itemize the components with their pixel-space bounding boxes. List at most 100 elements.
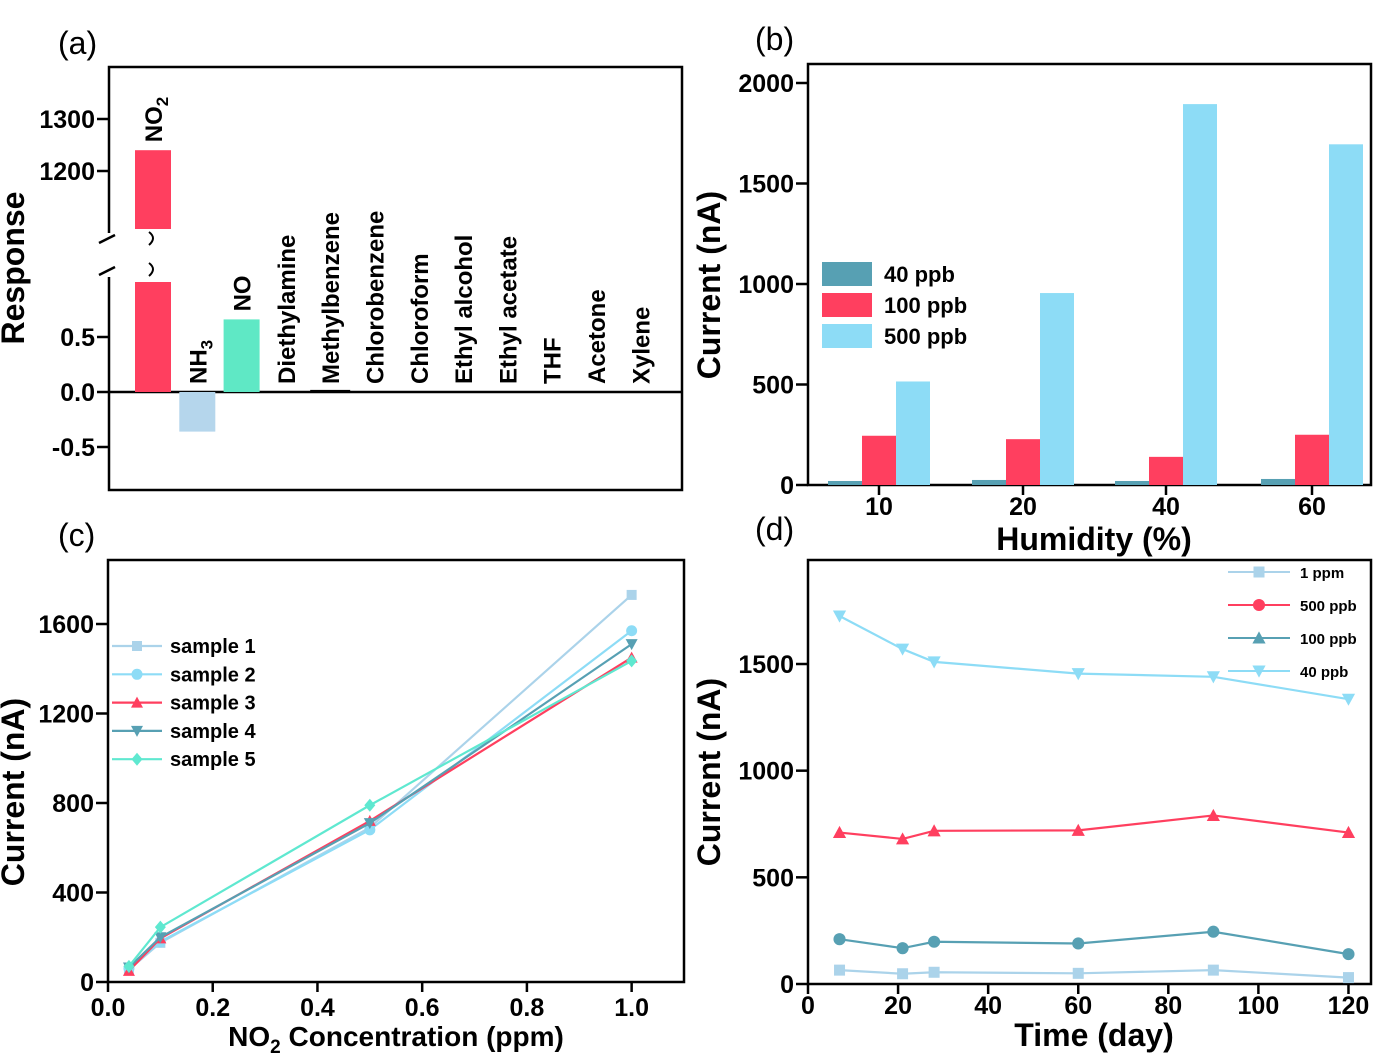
- legend-swatch: [822, 324, 872, 348]
- data-point: [364, 824, 376, 836]
- data-point: [927, 656, 941, 669]
- x-tick-label: 20: [1009, 493, 1037, 521]
- data-point: [896, 942, 909, 955]
- legend-label: 100 ppb: [1300, 631, 1357, 648]
- data-point: [928, 966, 940, 978]
- bar: [223, 319, 260, 392]
- bar: [1040, 293, 1074, 485]
- data-point: [833, 933, 846, 946]
- legend-label: 1 ppm: [1300, 565, 1344, 582]
- legend-marker: [131, 696, 143, 708]
- y-tick-label: 1300: [39, 106, 95, 134]
- data-point: [626, 589, 637, 600]
- bar: [1006, 439, 1040, 485]
- x-axis-label-rest: Concentration (ppm): [281, 1021, 564, 1052]
- axis-break-mark: [98, 265, 116, 277]
- axis-break-mark: [98, 233, 116, 245]
- bar-label: NH3: [185, 340, 216, 384]
- y-tick-label: 1200: [39, 158, 95, 186]
- legend-marker: [131, 725, 143, 737]
- panel-label: (d): [755, 511, 794, 547]
- bar-label: Ethyl alcohol: [451, 235, 478, 384]
- legend-label: sample 4: [170, 721, 256, 743]
- series-line: [839, 814, 1349, 841]
- data-point: [928, 935, 941, 948]
- legend-marker: [1252, 631, 1266, 644]
- data-point: [832, 610, 847, 623]
- data-point: [1341, 693, 1356, 706]
- data-point: [154, 932, 167, 944]
- y-tick-label: 500: [752, 864, 794, 892]
- bar-label: Diethylamine: [274, 235, 301, 384]
- y-tick-label: 0.5: [60, 324, 95, 352]
- data-point: [1206, 808, 1220, 821]
- x-tick-label: 80: [1154, 992, 1182, 1020]
- plot-frame: [106, 558, 686, 984]
- panel-c-concentration-chart: (c) 0.0 0.2 0.4 0.6 0.8 1.0 0 400 800 1200 1600 Curr…: [0, 517, 686, 1058]
- bar: [972, 479, 1006, 485]
- panel-a-response-chart: (a) -0.5 0.0 0.5 1200 1300 Response NO2 NH3 NO Die…: [0, 25, 684, 492]
- data-point: [626, 625, 638, 637]
- legend-label: 40 ppb: [884, 262, 955, 287]
- x-tick-label: 40: [1152, 493, 1180, 521]
- bar-break-mark: [148, 262, 154, 277]
- x-tick-label: 60: [1064, 992, 1092, 1020]
- legend-label: sample 1: [170, 636, 256, 658]
- y-tick-label: 500: [752, 372, 794, 400]
- bar: [1329, 144, 1363, 485]
- data-point: [625, 639, 638, 651]
- bar: [1183, 104, 1217, 485]
- data-point: [895, 643, 910, 656]
- y-axis-label: Current (nA): [0, 698, 31, 886]
- bar-label: THF: [540, 337, 567, 384]
- series-line: [839, 969, 1349, 979]
- panel-b-humidity-chart: (b) 0 500 1000 1500 2000 Current (nA) Humidity …: [691, 21, 1373, 557]
- bar-label: Acetone: [584, 289, 611, 384]
- plot-frame: [806, 62, 1373, 487]
- bar-label: Ethyl acetate: [495, 236, 522, 384]
- y-tick-label: 400: [52, 880, 94, 908]
- y-tick-label: 1200: [38, 701, 94, 729]
- legend-marker: [1253, 566, 1265, 578]
- legend-marker: [1252, 598, 1266, 612]
- legend-label: sample 5: [170, 749, 256, 771]
- y-tick-label: 1500: [738, 651, 794, 679]
- x-tick-label: 1.0: [614, 994, 649, 1022]
- data-point: [123, 959, 135, 973]
- x-tick-label: 120: [1328, 992, 1370, 1020]
- y-axis-label: Current (nA): [691, 678, 727, 866]
- data-point: [1341, 825, 1356, 839]
- bar: [862, 435, 896, 485]
- bar-label: Methylbenzene: [318, 212, 345, 384]
- plot-frame: [806, 558, 1373, 986]
- panel-label: (c): [58, 517, 95, 553]
- data-point: [154, 920, 166, 934]
- x-tick-label: 0.4: [300, 994, 335, 1022]
- bar: [1261, 478, 1295, 485]
- bar-label: Chlorobenzene: [363, 211, 390, 384]
- bar: [828, 480, 862, 485]
- legend-marker: [1252, 665, 1266, 678]
- y-tick-label: -0.5: [52, 434, 95, 462]
- y-tick-label: 1500: [738, 171, 794, 199]
- y-tick-label: 1000: [738, 758, 794, 786]
- legend-swatch: [822, 262, 872, 286]
- x-tick-label: 0.2: [195, 994, 230, 1022]
- data-point: [895, 832, 910, 845]
- legend-swatch: [822, 293, 872, 317]
- data-point: [626, 654, 638, 668]
- x-tick-label: 20: [884, 992, 912, 1020]
- bar: [179, 392, 216, 432]
- y-axis-label: Current (nA): [691, 191, 727, 379]
- legend-marker: [132, 641, 142, 651]
- x-tick-label: 0.6: [405, 994, 440, 1022]
- x-axis-label-subscript: 2: [270, 1037, 281, 1058]
- legend-label: sample 3: [170, 693, 256, 715]
- y-tick-label: 0: [780, 472, 794, 500]
- series-line: [128, 659, 633, 968]
- y-tick-label: 0: [780, 971, 794, 999]
- panel-d-stability-chart: (d) 0 20 40 60 80 100 120 0 500 1000 1500 Current (n…: [691, 511, 1373, 1053]
- y-tick-label: 1000: [738, 271, 794, 299]
- bar: [1115, 480, 1149, 485]
